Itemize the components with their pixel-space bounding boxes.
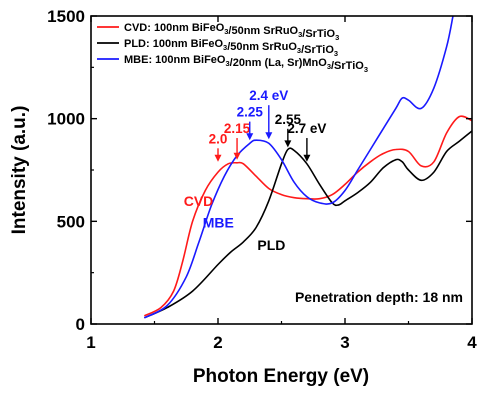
- x-tick-label: 4: [467, 333, 477, 352]
- peak-label: 2.15: [224, 121, 251, 136]
- peak-label: 2.0: [209, 131, 228, 146]
- series-line-cvd: [143, 115, 472, 317]
- x-tick-label: 3: [340, 333, 349, 352]
- peak-arrowhead: [233, 152, 241, 160]
- penetration-depth-note: Penetration depth: 18 nm: [295, 289, 463, 305]
- legend-entry: CVD: 100nm BiFeO3/50nm SrRuO3/SrTiO3: [124, 22, 339, 42]
- peak-arrowhead: [303, 154, 311, 162]
- peak-label: 2.25: [237, 105, 264, 120]
- y-tick-label: 0: [76, 315, 85, 334]
- series-line-mbe: [143, 16, 454, 319]
- series-label-mbe: MBE: [203, 214, 234, 230]
- x-tick-label: 1: [86, 333, 95, 352]
- y-tick-label: 1000: [47, 110, 85, 129]
- peak-arrowhead: [246, 133, 254, 141]
- peak-label: 2.55: [275, 112, 302, 127]
- x-axis-label: Photon Energy (eV): [193, 366, 369, 387]
- legend-entry: PLD: 100nm BiFeO3/50nm SrRuO3/SrTiO3: [124, 38, 338, 58]
- peak-label: 2.4 eV: [249, 88, 288, 103]
- y-tick-label: 1500: [47, 7, 85, 26]
- y-axis-label: Intensity (a.u.): [9, 106, 30, 235]
- series-label-cvd: CVD: [184, 193, 214, 209]
- series-label-pld: PLD: [257, 237, 285, 253]
- peak-arrowhead: [284, 140, 292, 148]
- peak-arrowhead: [265, 132, 273, 140]
- x-tick-label: 2: [213, 333, 222, 352]
- peak-arrowhead: [214, 154, 222, 162]
- legend-entry: MBE: 100nm BiFeO3/20nm (La, Sr)MnO3/SrTi…: [124, 54, 368, 74]
- y-tick-label: 500: [57, 212, 85, 231]
- peak-label: 2.7 eV: [287, 121, 326, 136]
